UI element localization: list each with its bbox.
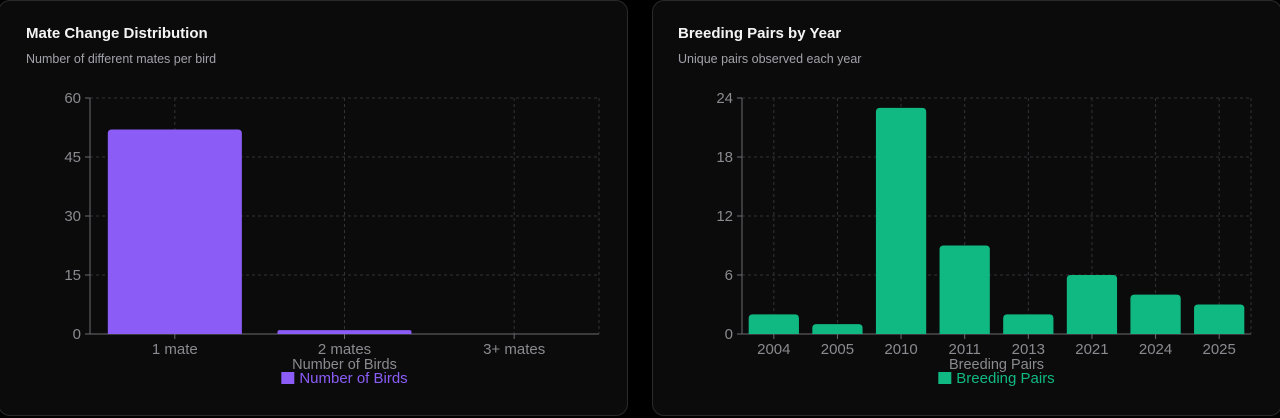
bar[interactable] bbox=[1003, 314, 1054, 334]
card-subtitle: Number of different mates per bird bbox=[26, 52, 217, 66]
x-axis-title: Breeding Pairs bbox=[949, 357, 1044, 373]
bar[interactable] bbox=[875, 107, 927, 334]
x-tick-label: 2 mates bbox=[318, 341, 371, 358]
legend-label: Number of Birds bbox=[299, 370, 407, 387]
x-tick-label: 2024 bbox=[1139, 341, 1172, 358]
y-tick-label: 0 bbox=[725, 326, 733, 343]
breeding-pairs-bar-chart: 0 6 12 18 24 2004 2005 2010 2011 2013 2021 2024 2025… bbox=[716, 90, 1252, 387]
legend[interactable]: Number of Birds bbox=[281, 370, 408, 387]
card-subtitle: Unique pairs observed each year bbox=[678, 52, 862, 66]
x-tick-label: 2011 bbox=[949, 341, 981, 358]
y-tick-label: 30 bbox=[64, 208, 81, 225]
card-title: Mate Change Distribution bbox=[26, 25, 208, 42]
y-tick-label: 15 bbox=[64, 267, 81, 284]
card-title: Breeding Pairs by Year bbox=[678, 25, 842, 42]
y-tick-label: 0 bbox=[73, 326, 81, 343]
legend-label: Breeding Pairs bbox=[956, 370, 1054, 387]
x-tick-label: 2005 bbox=[821, 341, 854, 358]
legend[interactable]: Breeding Pairs bbox=[938, 370, 1055, 387]
y-tick-label: 6 bbox=[725, 267, 733, 284]
bar[interactable] bbox=[1066, 275, 1118, 334]
legend-swatch bbox=[281, 372, 295, 384]
x-axis-title: Number of Birds bbox=[292, 357, 397, 373]
x-tick-label: 2004 bbox=[757, 341, 790, 358]
y-tick-label: 60 bbox=[64, 90, 81, 107]
bar[interactable] bbox=[748, 314, 799, 334]
x-tick-label: 2013 bbox=[1012, 341, 1045, 358]
bar[interactable] bbox=[107, 129, 242, 334]
bar[interactable] bbox=[1130, 294, 1181, 334]
bar[interactable] bbox=[812, 324, 863, 334]
y-tick-label: 18 bbox=[716, 149, 733, 166]
x-tick-label: 3+ mates bbox=[483, 341, 545, 358]
y-tick-label: 24 bbox=[716, 90, 733, 107]
x-tick-label: 2010 bbox=[884, 341, 917, 358]
bar[interactable] bbox=[277, 330, 412, 334]
mate-change-card: Mate Change Distribution Number of diffe… bbox=[0, 0, 628, 416]
x-tick-label: 1 mate bbox=[152, 341, 198, 358]
y-tick-label: 45 bbox=[64, 149, 81, 166]
legend-swatch bbox=[938, 372, 952, 384]
bar[interactable] bbox=[939, 245, 990, 335]
grid bbox=[742, 97, 1252, 334]
y-tick-label: 12 bbox=[716, 208, 733, 225]
mate-change-bar-chart: 0 15 30 45 60 1 mate 2 mates 3+ mates Number of … bbox=[64, 90, 600, 387]
x-tick-label: 2025 bbox=[1203, 341, 1236, 358]
breeding-pairs-card: Breeding Pairs by Year Unique pairs obse… bbox=[652, 0, 1280, 416]
bar[interactable] bbox=[1194, 304, 1245, 335]
x-tick-label: 2021 bbox=[1075, 341, 1108, 358]
